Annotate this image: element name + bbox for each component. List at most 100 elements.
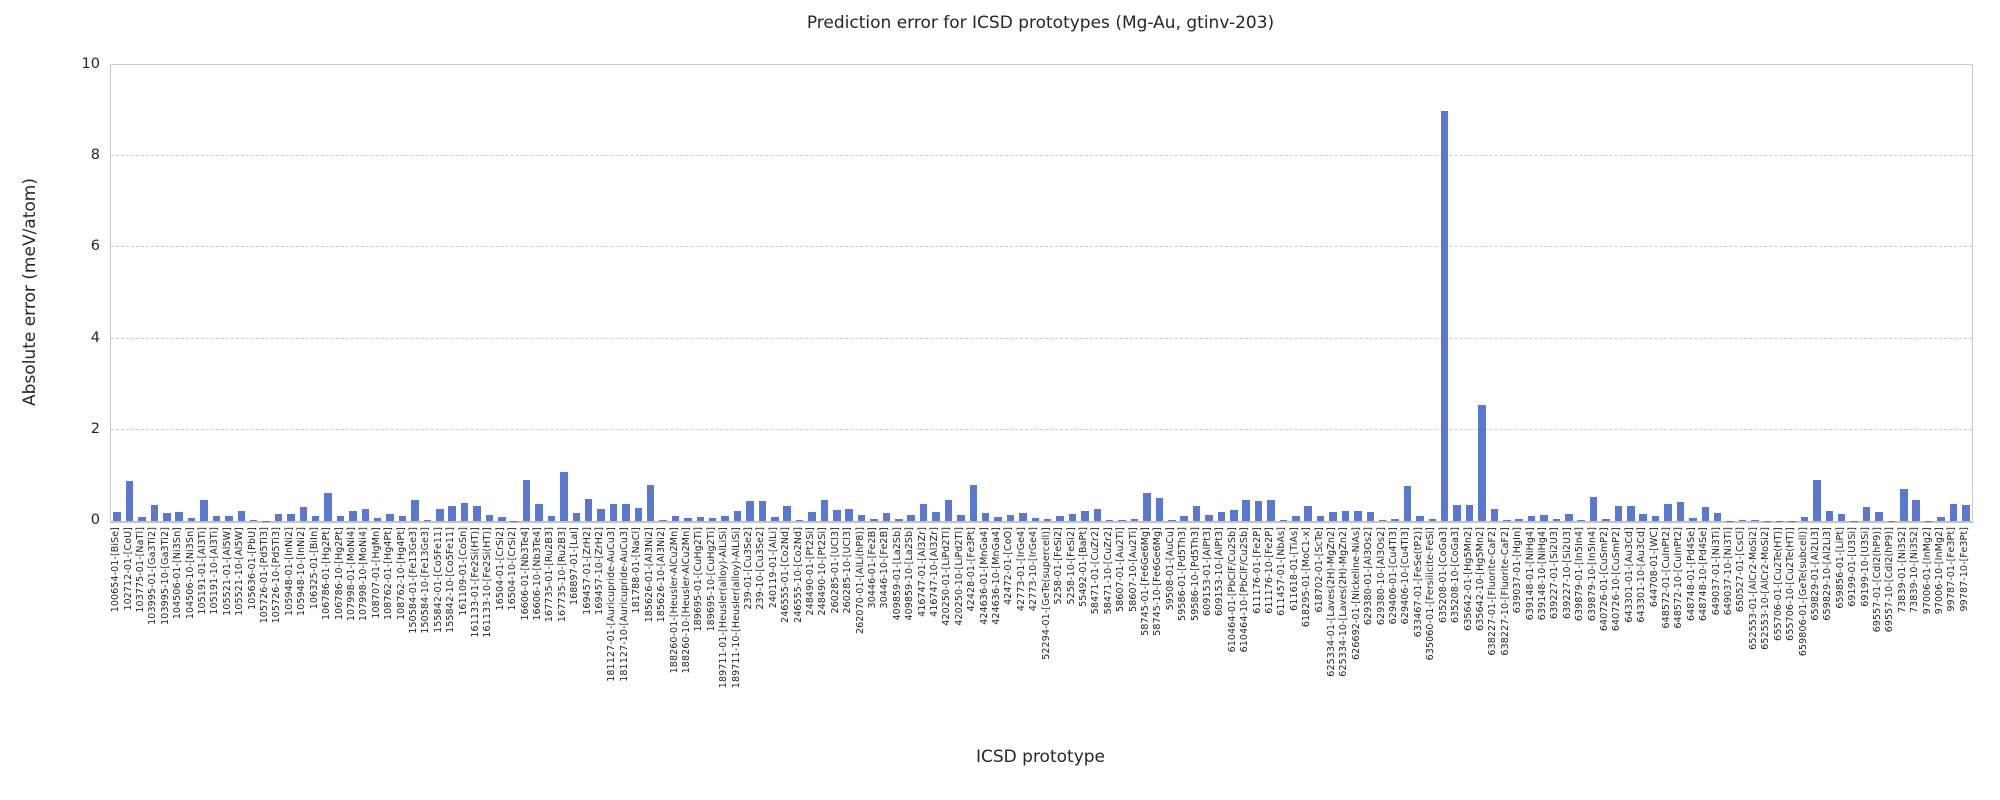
x-tick-label: 246555-10-[Co2Nd] — [792, 527, 804, 623]
x-tick-label: 52294-01-[GeTe(supercell)] — [1040, 527, 1052, 660]
bar — [547, 515, 556, 521]
x-tick-label: 59586-10-[Pd5Th3] — [1189, 527, 1201, 621]
bar — [1862, 506, 1871, 521]
bar — [1627, 505, 1635, 521]
x-tick-label: 639037-01-[HgIn] — [1512, 527, 1524, 614]
y-tick-label: 2 — [90, 420, 100, 437]
x-tick-label: 618702-01-[ScTe] — [1313, 527, 1325, 613]
x-tick-label: 609153-10-[AlPt3] — [1214, 527, 1226, 616]
x-tick-label: 104506-01-[Ni3Sn] — [172, 527, 184, 620]
bar — [1378, 520, 1387, 521]
bar — [1676, 501, 1685, 521]
x-tick-label: 100654-01-[BiSe] — [110, 527, 122, 613]
bar — [1614, 505, 1623, 521]
x-tick-label: 16606-01-[Nb3Te4] — [519, 527, 531, 621]
bar — [287, 513, 295, 521]
x-tick-label: 239-10-[Cu3Se2] — [755, 527, 767, 610]
x-tick-label: 639227-10-[Si2U3] — [1561, 527, 1573, 620]
bar — [1875, 512, 1883, 521]
bar — [1751, 519, 1759, 521]
bar — [1416, 515, 1424, 521]
x-tick-label: 106786-01-[Hg2Pt] — [321, 527, 333, 620]
x-tick-label: 638227-10-[Fluorite-CaF2] — [1499, 527, 1511, 656]
x-tick-label: 635642-01-[Hg5Mn2] — [1462, 527, 1474, 631]
x-tick-label: 611457-01-[NbAs] — [1276, 527, 1288, 616]
bar — [1155, 498, 1164, 521]
bar — [907, 514, 915, 521]
x-tick-label: 629406-01-[Cu4Ti3] — [1388, 527, 1400, 625]
y-axis-label: Absolute error (meV/atom) — [20, 178, 40, 406]
bar — [1105, 519, 1114, 521]
x-tick-label: 103995-01-[Ga3Ti2] — [147, 527, 159, 625]
x-tick-label: 648748-01-[Pd4Se] — [1685, 527, 1697, 622]
bar — [200, 500, 208, 521]
x-tick-label: 161133-01-[Fe2Si(HT)] — [469, 527, 481, 638]
bar — [460, 502, 469, 521]
x-tick-label: 639148-10-[NiHg4] — [1536, 527, 1548, 621]
x-tick-label: 649037-10-[Ni3Ti] — [1723, 527, 1735, 616]
bar — [1962, 504, 1970, 521]
x-tick-label: 150584-10-[Fe13Ge3] — [420, 527, 432, 634]
x-tick-label: 42428-01-[Fe3Pt] — [966, 527, 978, 612]
x-tick-label: 638227-01-[Fluorite-CaF2] — [1487, 527, 1499, 656]
bar — [274, 514, 283, 521]
x-tick-label: 626692-01-[Nickeline-NiAs] — [1350, 527, 1362, 660]
x-tick-label: 69557-10-[CdI2(hP9)] — [1884, 527, 1896, 633]
x-tick-label: 659829-10-[Al2Li3] — [1822, 527, 1834, 621]
x-tick-label: 185626-01-[Al3Ni2] — [643, 527, 655, 623]
bar — [1230, 509, 1238, 521]
x-axis-label: ICSD prototype — [975, 747, 1106, 767]
x-tick-label: 168897-01-[LaI] — [569, 527, 581, 606]
bar — [1428, 518, 1437, 521]
bar — [1093, 509, 1102, 521]
bar — [1043, 518, 1052, 521]
bar — [1031, 517, 1040, 521]
y-tick-label: 0 — [90, 512, 100, 528]
bar — [684, 518, 692, 521]
bar — [1713, 513, 1722, 521]
bar — [671, 515, 680, 521]
x-tick-label: 635060-01-[Fersilicite-FeSi] — [1425, 527, 1437, 661]
bar — [1701, 506, 1709, 521]
bar — [150, 505, 159, 521]
x-tick-label: 246555-01-[Co2Nd] — [780, 527, 792, 623]
bar — [1267, 500, 1275, 521]
x-tick-label: 108707-01-[HgMn] — [370, 527, 382, 619]
bar — [572, 513, 580, 521]
x-tick-label: 99787-01-[Fe3Pt] — [1946, 527, 1958, 612]
x-tick-label: 655706-01-[Cu2Te(HT)] — [1772, 527, 1784, 641]
x-tick-label: 420250-01-[LiPd2Tl] — [941, 527, 953, 626]
x-tick-label: 248490-10-[Pt2Si] — [817, 527, 829, 616]
x-tick-label: 106786-10-[Hg2Pt] — [333, 527, 345, 620]
bar — [1738, 520, 1747, 521]
x-tick-label: 611618-01-[TiAs] — [1288, 527, 1300, 611]
x-tick-label: 248490-01-[Pt2Si] — [804, 527, 816, 616]
y-tick-label: 10 — [81, 56, 100, 72]
x-tick-label: 105726-10-[Pd5Ti3] — [271, 527, 283, 624]
x-tick-label: 102712-01-[CoU] — [122, 527, 134, 611]
x-tick-label: 629380-01-[Al3Os2] — [1363, 527, 1375, 626]
bar — [138, 516, 146, 521]
bar — [584, 499, 593, 521]
bar — [187, 517, 196, 521]
x-tick-label: 640726-10-[CuSmP2] — [1611, 527, 1623, 632]
x-tick-label: 609153-01-[AlPt3] — [1201, 527, 1213, 616]
bar — [1937, 517, 1945, 521]
x-tick-label: 644708-01-[WC] — [1648, 527, 1660, 608]
x-tick-label: 181127-01-[Auricupride-AuCu3] — [606, 527, 618, 682]
x-tick-label: 633467-01-[FeSe(tP2)] — [1412, 527, 1424, 638]
bar — [696, 517, 705, 521]
x-tick-label: 409859-10-[La2Sb] — [904, 527, 916, 621]
bar — [237, 510, 246, 521]
x-tick-label: 643301-01-[Au3Cd] — [1623, 527, 1635, 623]
bar — [857, 514, 866, 521]
bar — [1304, 505, 1312, 521]
x-tick-label: 629406-10-[Cu4Ti3] — [1400, 527, 1412, 625]
bar — [808, 512, 816, 521]
x-tick-label: 240119-01-[AlLi] — [767, 527, 779, 609]
bar — [609, 503, 618, 521]
bar — [1478, 404, 1486, 521]
bar — [845, 508, 853, 521]
x-tick-label: 58607-01-[Au2Ti] — [1115, 527, 1127, 612]
